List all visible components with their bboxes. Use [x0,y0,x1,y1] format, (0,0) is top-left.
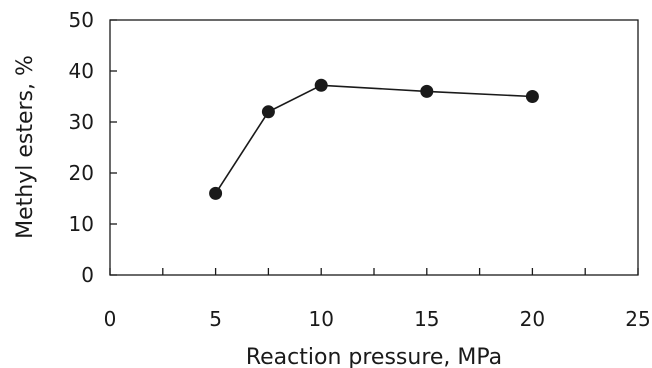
data-point-marker [314,78,328,92]
x-tick-label: 5 [209,307,222,331]
x-tick-label: 25 [625,307,650,331]
series-line [214,84,533,194]
x-axis-ticks: 0 5 10 15 20 25 [104,268,651,331]
y-tick-label: 40 [69,59,94,83]
x-axis-label: Reaction pressure, MPa [246,345,502,368]
y-axis-ticks: 0 10 20 30 40 50 [69,8,117,287]
series-layer [209,78,539,200]
y-axis-label: Methyl esters, % [13,55,38,239]
x-tick-label: 0 [104,307,117,331]
x-tick-label: 15 [414,307,439,331]
y-tick-label: 30 [69,110,94,134]
y-tick-label: 10 [69,212,94,236]
data-point-marker [261,105,275,119]
y-tick-label: 50 [69,8,94,32]
y-tick-label: 20 [69,161,94,185]
y-tick-label: 0 [81,263,94,287]
x-tick-label: 20 [520,307,545,331]
data-point-marker [525,90,539,103]
x-tick-label: 10 [308,307,333,331]
data-point-marker [209,186,223,200]
data-point-marker [420,84,434,98]
plot-area-frame [109,19,639,276]
